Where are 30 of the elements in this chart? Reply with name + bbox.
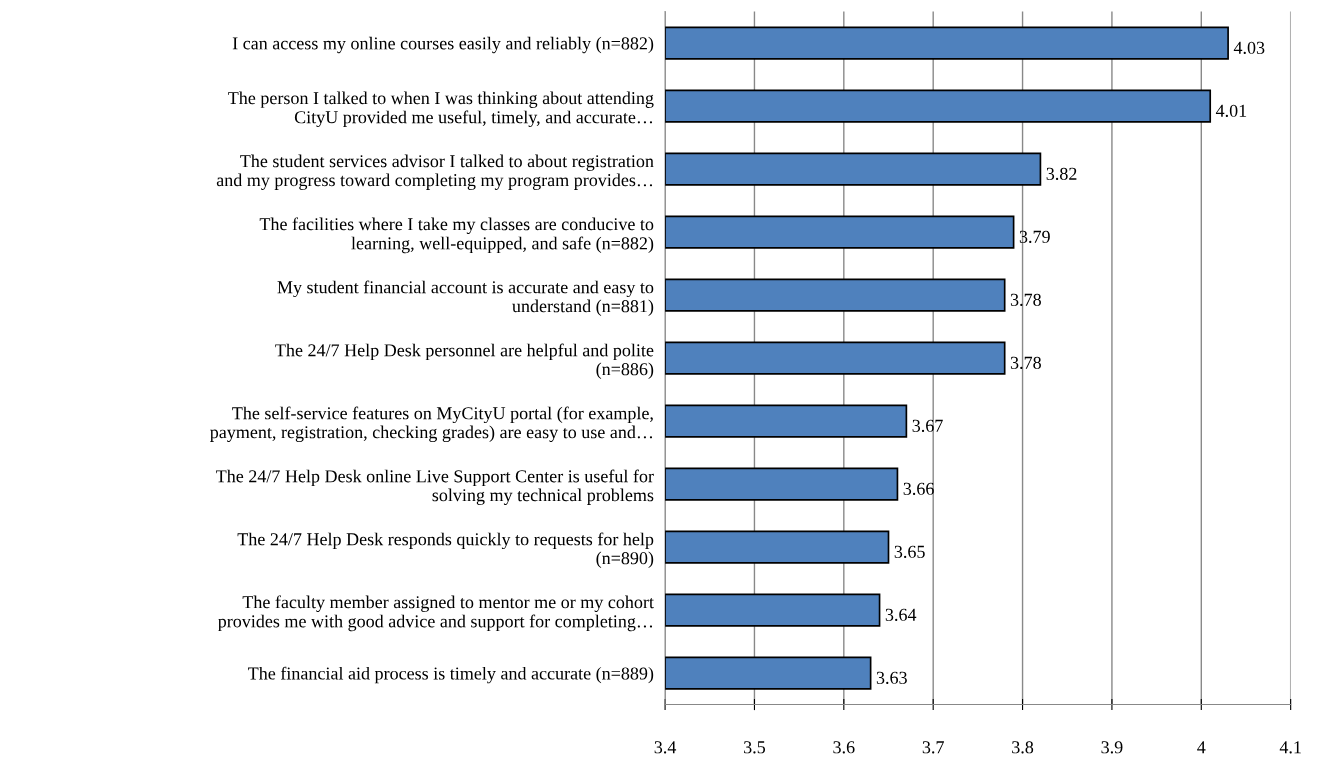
y-tick-label: I can access my online courses easily and reliably (n=882): [232, 36, 654, 54]
data-label: 3.66: [903, 482, 934, 495]
y-tick-label: My student financial account is accurate and easy to understand (n=881): [277, 280, 654, 316]
x-tick-label: 3.8: [1012, 741, 1034, 754]
x-tick-label: 3.6: [833, 741, 855, 754]
data-label: 3.78: [1010, 293, 1041, 306]
data-label: 3.79: [1019, 230, 1050, 243]
y-tick-label: The 24/7 Help Desk personnel are helpful and polite (n=886): [275, 343, 654, 379]
data-label: 3.67: [912, 419, 943, 432]
data-label: 3.65: [894, 545, 925, 558]
y-tick-label: The financial aid process is timely and accurate (n=889): [248, 666, 654, 684]
data-label: 3.78: [1010, 356, 1041, 369]
x-tick-label: 3.9: [1101, 741, 1123, 754]
data-label: 4.01: [1215, 104, 1247, 117]
y-tick-label: The 24/7 Help Desk online Live Support Center is useful for solving my technical problems: [216, 469, 654, 505]
x-tick-label: 3.5: [744, 741, 766, 754]
y-tick-label: The self-service features on MyCityU portal (for example, payment, registration, checking grades) are easy to use and…: [210, 406, 653, 443]
data-label: 3.64: [885, 608, 917, 621]
y-tick-label: The faculty member assigned to mentor me or my cohort provides me with good advice and support for completing…: [218, 595, 654, 632]
y-tick-label: The 24/7 Help Desk responds quickly to requests for help (n=890): [237, 532, 654, 568]
x-tick-label: 3.4: [654, 741, 677, 754]
data-label: 3.63: [876, 671, 907, 684]
data-label: 4.03: [1233, 41, 1265, 54]
y-tick-label: The person I talked to when I was thinking about attending CityU provided me useful, timely, and accurate…: [228, 91, 654, 128]
x-tick-label: 3.7: [922, 741, 944, 754]
data-label: 3.82: [1046, 167, 1077, 180]
x-tick-label: 4.1: [1279, 741, 1301, 754]
x-tick-label: 4: [1197, 741, 1206, 754]
y-tick-label: The facilities where I take my classes are conducive to learning, well-equipped, and safe (n=882): [259, 217, 654, 254]
y-tick-label: The student services advisor I talked to about registration and my progress toward completing my program provides…: [216, 154, 654, 190]
